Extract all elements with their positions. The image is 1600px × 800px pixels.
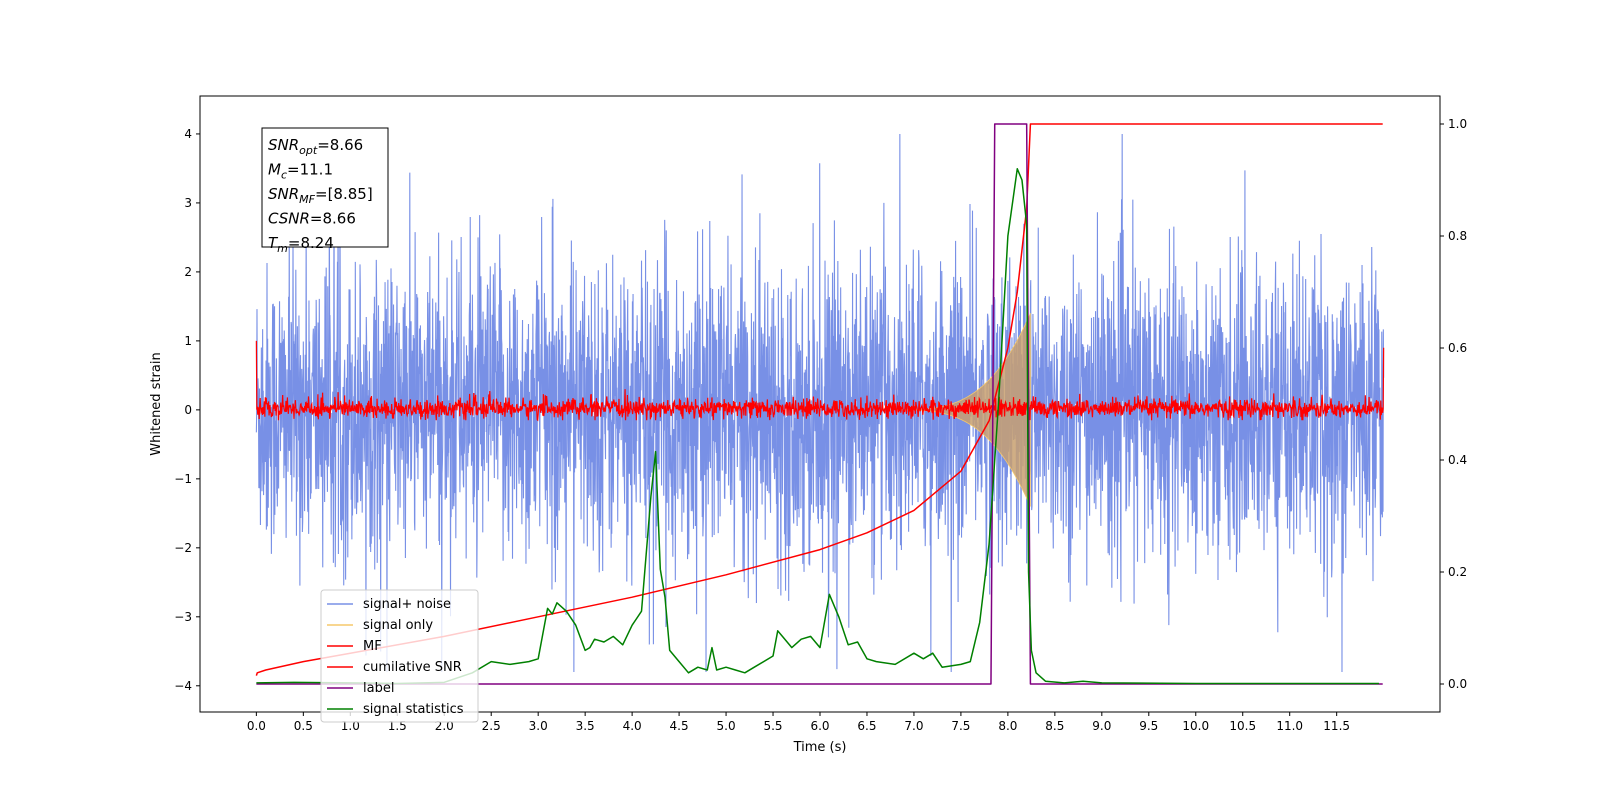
y-tick-label: 2 — [184, 265, 192, 279]
x-tick-label: 8.0 — [998, 719, 1017, 733]
x-tick-label: 0.5 — [294, 719, 313, 733]
x-tick-label: 9.0 — [1092, 719, 1111, 733]
x-tick-label: 10.5 — [1229, 719, 1256, 733]
series-cumilative-snr — [255, 123, 1383, 676]
y2-tick-label: 0.2 — [1448, 565, 1467, 579]
x-tick-label: 0.0 — [247, 719, 266, 733]
x-tick-label: 8.5 — [1045, 719, 1064, 733]
legend-entry: signal statistics — [363, 702, 464, 717]
legend-entry: signal only — [363, 618, 433, 633]
y-tick-label: 3 — [184, 196, 192, 210]
legend-entry: signal+ noise — [363, 597, 451, 612]
x-tick-label: 10.0 — [1182, 719, 1209, 733]
annotation-frame — [261, 127, 389, 248]
x-axis-label: Time (s) — [793, 740, 847, 755]
y2-tick-label: 0.4 — [1448, 453, 1467, 467]
y-tick-label: −2 — [174, 541, 192, 555]
x-tick-label: 7.5 — [951, 719, 970, 733]
y-tick-label: 4 — [184, 127, 192, 141]
y-axis-left: −4 −3 −2 −1 0 1 2 3 4 — [174, 127, 200, 693]
x-tick-label: 9.5 — [1139, 719, 1158, 733]
annotation-line: SNRopt=8.66 — [268, 136, 363, 157]
y-tick-label: 1 — [184, 334, 192, 348]
y-axis-label: Whitened strain — [149, 352, 164, 455]
y2-tick-label: 1.0 — [1448, 117, 1467, 131]
series-layer — [255, 123, 1385, 685]
x-tick-label: 3.0 — [529, 719, 548, 733]
legend-frame — [320, 589, 479, 723]
y-tick-label: −3 — [174, 610, 192, 624]
y-tick-label: −1 — [174, 472, 192, 486]
series-signal-statistics — [256, 168, 1379, 685]
annotation-line: Tm=8.24 — [268, 234, 334, 255]
annotation-line: SNRMF=[8.85] — [268, 185, 373, 206]
x-tick-label: 5.5 — [763, 719, 782, 733]
annotation-box: SNRopt=8.66 Mc=11.1 SNRMF=[8.85] CSNR=8.66 T… — [261, 127, 389, 255]
series-label — [256, 123, 1383, 685]
legend: signal+ noise signal only MF cumilative SNR… — [320, 589, 479, 723]
y2-tick-label: 0.0 — [1448, 677, 1467, 691]
annotation-line: Mc=11.1 — [268, 161, 333, 182]
y2-tick-label: 0.6 — [1448, 341, 1467, 355]
legend-entry: cumilative SNR — [363, 660, 462, 675]
y2-tick-label: 0.8 — [1448, 229, 1467, 243]
series-mf — [255, 340, 1385, 422]
y-axis-right: 0.0 0.2 0.4 0.6 0.8 1.0 — [1440, 117, 1467, 691]
legend-entry: label — [363, 681, 394, 696]
x-tick-label: 2.5 — [482, 719, 501, 733]
x-tick-label: 6.0 — [810, 719, 829, 733]
x-tick-label: 7.0 — [904, 719, 923, 733]
annotation-line: CSNR=8.66 — [268, 210, 356, 228]
y-tick-label: 0 — [184, 403, 192, 417]
x-tick-label: 5.0 — [717, 719, 736, 733]
x-tick-label: 4.0 — [623, 719, 642, 733]
x-tick-label: 3.5 — [576, 719, 595, 733]
x-tick-label: 11.5 — [1323, 719, 1350, 733]
x-tick-label: 4.5 — [670, 719, 689, 733]
y-tick-label: −4 — [174, 679, 192, 693]
x-tick-label: 11.0 — [1276, 719, 1303, 733]
x-tick-label: 6.5 — [857, 719, 876, 733]
legend-entry: MF — [363, 639, 382, 654]
